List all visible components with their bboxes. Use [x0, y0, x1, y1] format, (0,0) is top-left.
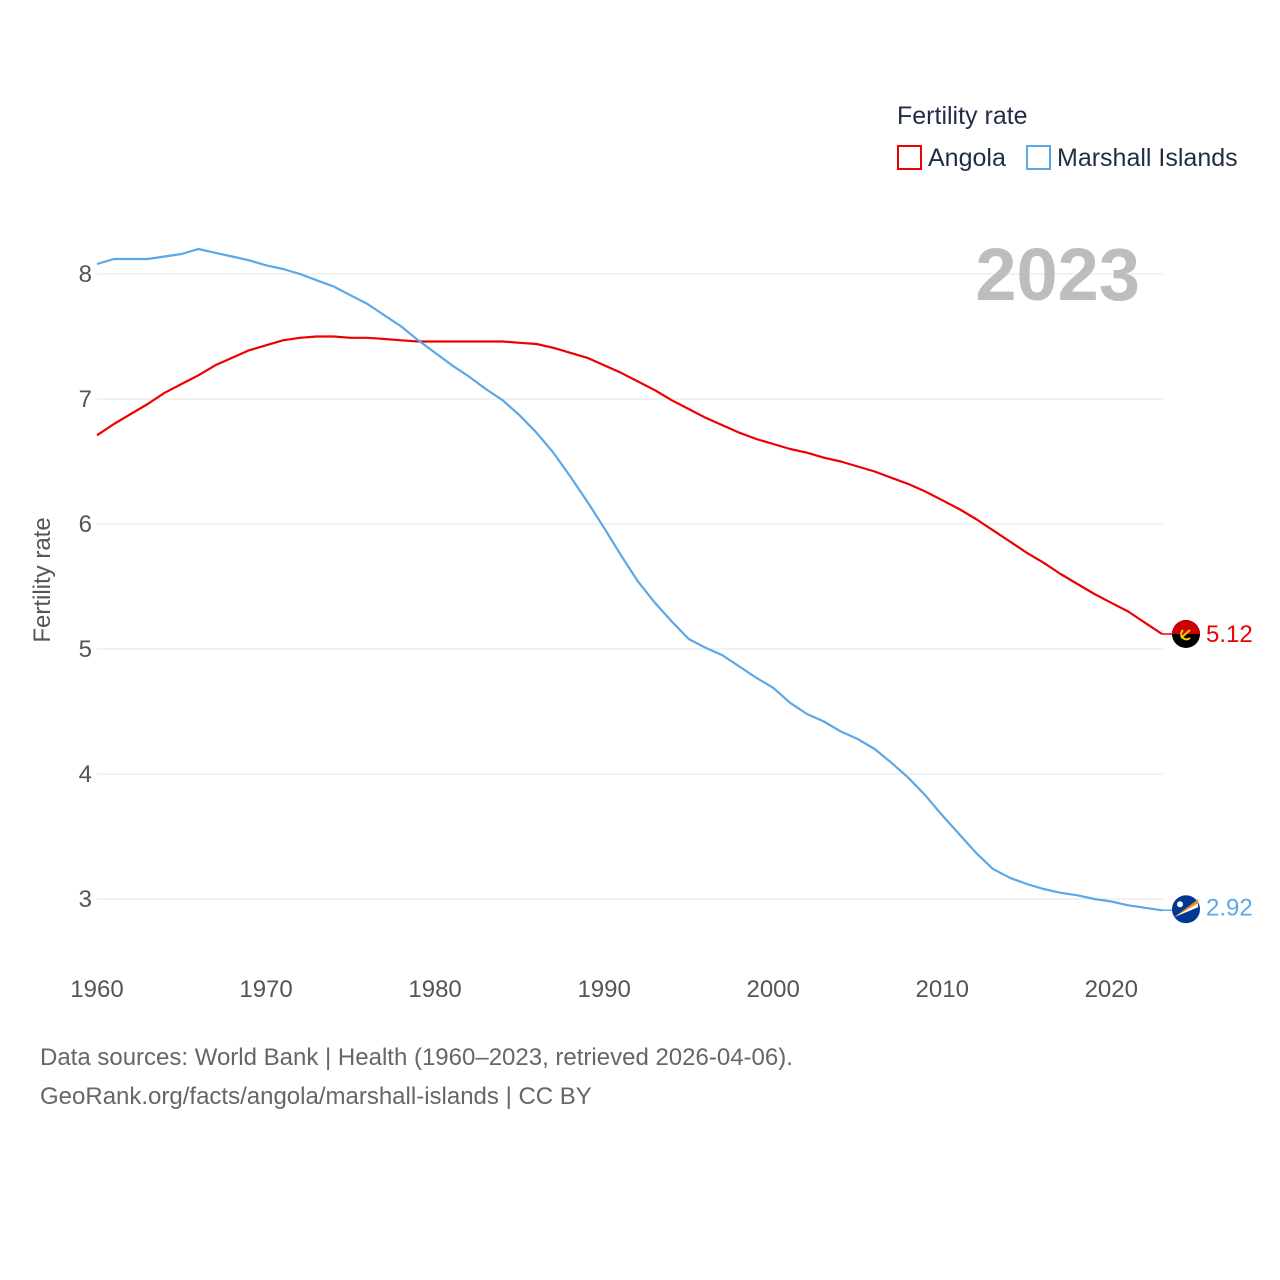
legend-item-angola[interactable]: Angola [897, 144, 1006, 172]
x-tick-label: 1970 [239, 976, 292, 1003]
y-tick-label: 3 [79, 886, 92, 913]
marshall-islands-end-marker: 2.92 [1172, 894, 1253, 924]
x-tick-label: 1960 [70, 976, 123, 1003]
legend-title: Fertility rate [897, 102, 1028, 130]
series-line-marshall-islands [96, 247, 1163, 912]
legend-swatch-angola [897, 145, 922, 170]
x-tick-label: 2020 [1085, 976, 1138, 1003]
legend-label-angola: Angola [928, 144, 1006, 172]
x-axis-ticks: 1960 1970 1980 1990 2000 2010 2020 [70, 976, 1138, 1003]
x-tick-label: 1990 [577, 976, 630, 1003]
x-tick-label: 2000 [746, 976, 799, 1003]
marshall-islands-end-value: 2.92 [1206, 894, 1253, 921]
series-line-angola [96, 335, 1163, 635]
legend-label-marshall-islands: Marshall Islands [1057, 144, 1238, 172]
footer-sources: Data sources: World Bank | Health (1960–… [40, 1044, 793, 1071]
y-tick-label: 8 [79, 261, 92, 288]
x-tick-label: 1980 [408, 976, 461, 1003]
y-tick-label: 4 [79, 761, 92, 788]
grid-lines [97, 273, 1163, 900]
y-tick-label: 5 [79, 636, 92, 663]
series-lines [96, 247, 1172, 912]
current-year-label: 2023 [975, 233, 1140, 316]
legend-item-marshall-islands[interactable]: Marshall Islands [1026, 144, 1238, 172]
y-tick-label: 6 [79, 511, 92, 538]
legend-swatch-marshall-islands [1026, 145, 1051, 170]
y-tick-label: 7 [79, 386, 92, 413]
legend: Fertility rate Angola Marshall Islands [897, 102, 1238, 172]
y-axis-title: Fertility rate [29, 517, 56, 642]
x-tick-label: 2010 [916, 976, 969, 1003]
angola-flag-icon [1172, 620, 1200, 648]
marshall-islands-flag-icon [1172, 895, 1200, 924]
footer-attribution[interactable]: GeoRank.org/facts/angola/marshall-island… [40, 1083, 592, 1110]
y-axis-ticks: 3 4 5 6 7 8 [79, 261, 92, 913]
angola-end-value: 5.12 [1206, 621, 1253, 648]
angola-end-marker: 5.12 [1172, 620, 1253, 648]
